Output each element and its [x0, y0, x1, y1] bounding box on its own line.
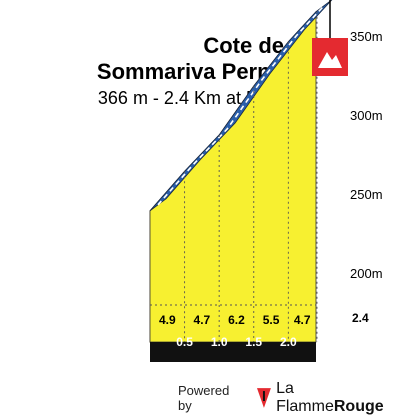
- y-tick-label: 200m: [350, 266, 383, 281]
- segment-gradient-label: 6.2: [228, 313, 245, 327]
- km-label: 2.4: [352, 311, 369, 325]
- segment-gradient-label: 5.5: [263, 313, 280, 327]
- y-tick-label: 250m: [350, 187, 383, 202]
- climb-title-line2: Sommariva Perno: [96, 59, 284, 84]
- brand-name-part2: Rouge: [333, 398, 384, 415]
- segment-gradient-label: 4.9: [159, 313, 176, 327]
- segment-gradient-label: 4.7: [294, 313, 311, 327]
- profile-area-fill: [149, 10, 317, 343]
- powered-by-text: Powered by: [178, 383, 230, 413]
- mountain-icon: [318, 52, 342, 68]
- footer: Powered by La FlammeRouge: [178, 380, 405, 415]
- climb-title-line1: Cote de: [203, 33, 284, 58]
- flamme-rouge-logo-icon: [257, 388, 272, 408]
- profile-base-strip: [150, 342, 316, 362]
- brand-name: La FlammeRouge: [276, 380, 405, 416]
- y-tick-label: 300m: [350, 108, 383, 123]
- segment-gradient-label: 4.7: [194, 313, 211, 327]
- km-label: 1.5: [245, 335, 262, 349]
- y-tick-label: 350m: [350, 29, 383, 44]
- brand-name-part1: La Flamme: [276, 380, 334, 415]
- km-label: 0.5: [176, 335, 193, 349]
- km-label: 1.0: [211, 335, 228, 349]
- road-center-line: [157, 5, 325, 206]
- km-label: 2.0: [280, 335, 297, 349]
